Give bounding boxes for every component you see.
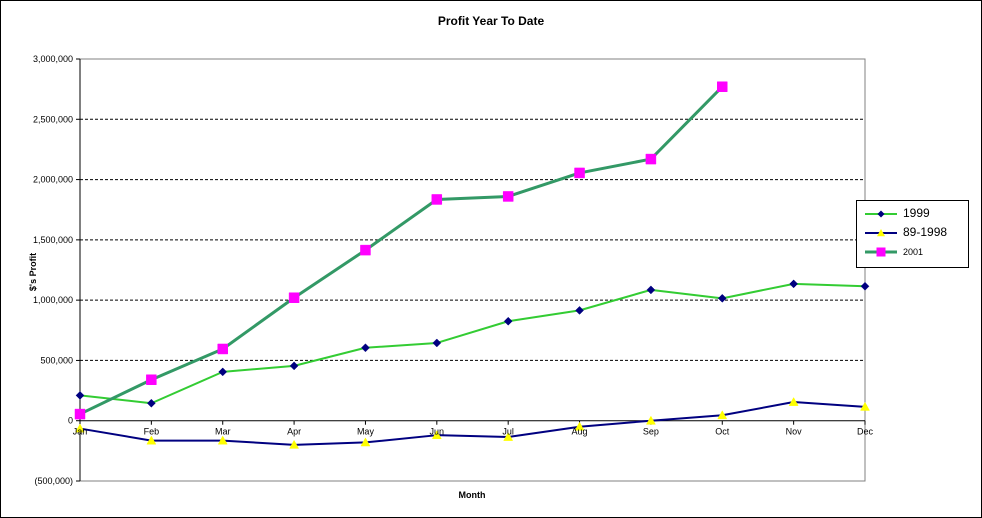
- data-point-89-1998: [289, 439, 300, 449]
- data-point-89-1998: [360, 437, 371, 447]
- x-tick-label: Jun: [430, 427, 445, 437]
- legend-swatch-2001: [865, 247, 897, 257]
- x-tick-label: Sep: [643, 427, 659, 437]
- x-tick-label: Mar: [215, 427, 231, 437]
- x-axis-title: Month: [459, 490, 486, 500]
- chart-title: Profit Year To Date: [437, 14, 545, 28]
- y-tick-label: 500,000: [40, 355, 73, 365]
- legend-label-1999: 1999: [903, 206, 930, 220]
- x-tick-label: Dec: [857, 427, 874, 437]
- data-point-2001: [217, 343, 228, 355]
- data-point-89-1998: [645, 415, 656, 425]
- x-tick-label: Oct: [715, 427, 730, 437]
- data-point-2001: [717, 81, 728, 92]
- data-point-1999: [717, 293, 727, 303]
- gridlines: [80, 58, 865, 361]
- data-point-1999: [789, 279, 798, 289]
- y-tick-label: 1,500,000: [33, 235, 73, 245]
- x-tick-label: Nov: [786, 427, 803, 437]
- data-point-1999: [147, 398, 156, 408]
- data-point-2001: [574, 167, 585, 179]
- legend-swatch-89-1998: [865, 229, 897, 237]
- data-point-2001: [74, 408, 86, 420]
- legend-label-89-1998: 89-1998: [903, 225, 948, 239]
- y-tick-label: 2,000,000: [33, 175, 73, 185]
- data-point-89-1998: [503, 431, 514, 441]
- data-point-1999: [646, 285, 656, 295]
- x-tick-label: Apr: [287, 427, 301, 437]
- data-point-89-1998: [788, 397, 799, 406]
- legend-item-1999: 1999: [863, 205, 967, 223]
- data-point-1999: [860, 281, 870, 291]
- data-point-89-1998: [146, 435, 157, 445]
- data-point-1999: [289, 361, 299, 371]
- data-point-1999: [575, 306, 584, 315]
- legend: 1999 89-1998 2001: [856, 200, 969, 268]
- data-point-2001: [431, 194, 443, 205]
- data-point-89-1998: [217, 435, 228, 445]
- data-point-2001: [645, 153, 657, 165]
- axes: [76, 58, 866, 482]
- data-point-1999: [432, 338, 442, 348]
- data-point-2001: [288, 292, 300, 303]
- legend-marker-89-1998: [877, 229, 885, 237]
- x-tick-label: Feb: [144, 427, 160, 437]
- legend-item-89-1998: 89-1998: [863, 224, 967, 242]
- data-point-1999: [503, 316, 513, 326]
- series-line-89-1998: [79, 401, 866, 446]
- y-tick-label: 3,000,000: [33, 54, 73, 64]
- data-point-89-1998: [717, 410, 728, 420]
- series-lines: [79, 85, 866, 446]
- series-markers: [74, 81, 870, 449]
- y-tick-label: 0: [68, 416, 73, 426]
- tick-labels: 3,000,000 2,500,000 2,000,000 1,500,000 1,00…: [33, 54, 874, 486]
- y-tick-label: (500,000): [34, 476, 73, 486]
- legend-swatch-1999: [865, 210, 897, 218]
- x-tick-label: Jan: [73, 427, 88, 437]
- y-tick-label: 2,500,000: [33, 114, 73, 124]
- data-point-89-1998: [75, 423, 85, 433]
- y-axis-title: $'s Profit: [28, 253, 38, 291]
- legend-item-2001: 2001: [863, 243, 967, 261]
- legend-marker-1999: [877, 210, 885, 218]
- data-point-89-1998: [860, 401, 870, 411]
- data-point-89-1998: [431, 430, 442, 440]
- x-tick-label: Jul: [502, 427, 514, 437]
- legend-label-2001: 2001: [903, 247, 924, 257]
- data-point-1999: [218, 367, 228, 377]
- plot-border: [79, 58, 866, 482]
- data-point-89-1998: [574, 421, 585, 431]
- series-line-2001: [79, 85, 724, 416]
- x-tick-label: May: [357, 427, 375, 437]
- data-point-2001: [360, 244, 371, 256]
- data-point-1999: [361, 343, 370, 353]
- data-point-2001: [502, 191, 514, 202]
- data-point-2001: [146, 374, 157, 385]
- legend-marker-2001: [876, 247, 886, 257]
- x-tick-label: Aug: [572, 427, 588, 437]
- data-point-1999: [75, 391, 85, 400]
- series-line-1999: [79, 282, 866, 405]
- y-tick-label: 1,000,000: [33, 295, 73, 305]
